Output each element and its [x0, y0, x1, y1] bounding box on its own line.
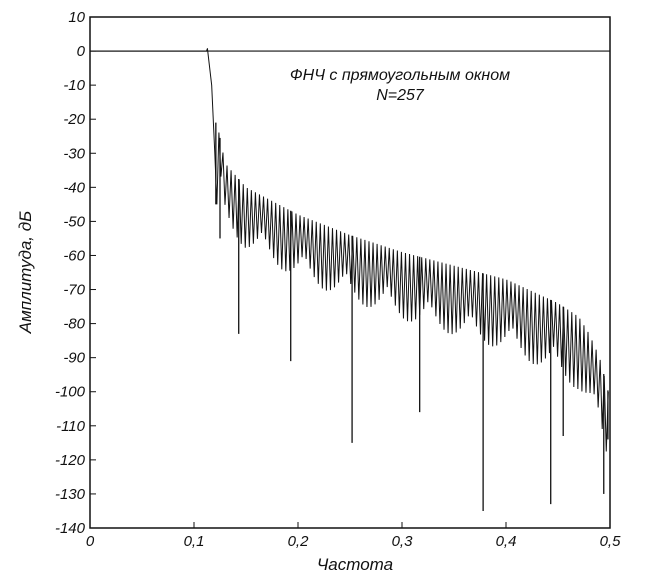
y-tick-label: -50 — [63, 213, 85, 230]
y-tick-label: -100 — [55, 384, 86, 401]
annotation-title: ФНЧ с прямоугольным окном — [290, 67, 510, 84]
y-tick-label: -40 — [63, 179, 85, 196]
annotation-n: N=257 — [376, 87, 425, 104]
y-tick-label: -90 — [63, 350, 85, 367]
x-tick-label: 0,5 — [600, 533, 622, 550]
y-tick-label: -70 — [63, 282, 85, 299]
y-tick-label: -130 — [55, 486, 86, 503]
y-tick-label: 0 — [77, 43, 86, 60]
y-tick-label: -140 — [55, 520, 86, 537]
y-tick-label: -80 — [63, 316, 85, 333]
x-tick-label: 0 — [86, 533, 95, 550]
y-tick-label: -20 — [63, 111, 85, 128]
y-tick-label: 10 — [68, 9, 85, 26]
x-axis-label: Частота — [317, 555, 393, 574]
x-tick-label: 0,4 — [496, 533, 517, 550]
y-tick-label: -30 — [63, 145, 85, 162]
y-tick-label: -110 — [56, 418, 86, 435]
plot-frame — [89, 16, 611, 529]
x-tick-label: 0,1 — [184, 533, 205, 550]
y-tick-label: -10 — [63, 77, 85, 94]
response-curve — [90, 48, 609, 452]
x-tick-label: 0,3 — [392, 533, 414, 550]
y-tick-label: -120 — [55, 452, 86, 469]
deep-null-marks — [215, 122, 609, 511]
x-tick-label: 0,2 — [288, 533, 310, 550]
y-axis-ticks: 10 0 -10 -20 -30 -40 -50 -60 -70 -80 -90 -100 -110 -1… — [55, 9, 96, 537]
x-axis-ticks: 0 0,1 0,2 0,3 0,4 0,5 — [86, 522, 621, 550]
y-tick-label: -60 — [63, 247, 85, 264]
y-axis-label: Амплитуда, дБ — [16, 211, 35, 334]
